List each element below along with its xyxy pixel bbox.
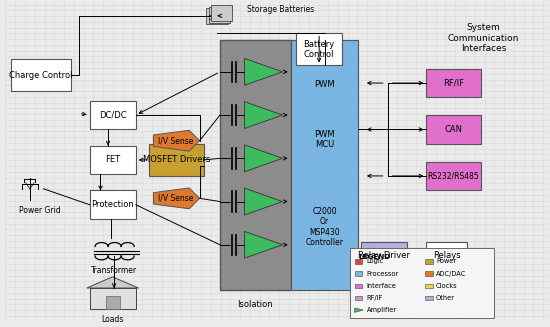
Polygon shape [87, 277, 139, 288]
Text: Transformer: Transformer [91, 266, 137, 275]
Polygon shape [244, 102, 283, 129]
Text: Charge Control: Charge Control [9, 71, 73, 79]
Text: CAN: CAN [444, 125, 463, 134]
Text: DC/DC: DC/DC [99, 111, 127, 120]
FancyBboxPatch shape [90, 288, 136, 309]
FancyBboxPatch shape [206, 8, 228, 24]
Text: RF/IF: RF/IF [443, 78, 464, 88]
FancyBboxPatch shape [208, 7, 230, 23]
Polygon shape [244, 145, 283, 172]
FancyBboxPatch shape [425, 259, 433, 264]
FancyBboxPatch shape [355, 296, 362, 300]
Text: Relays: Relays [433, 251, 460, 261]
FancyBboxPatch shape [296, 33, 342, 65]
Text: FET: FET [105, 155, 120, 164]
FancyBboxPatch shape [90, 146, 136, 174]
FancyBboxPatch shape [355, 284, 362, 288]
FancyBboxPatch shape [425, 271, 433, 276]
Text: Clocks: Clocks [436, 283, 458, 289]
FancyBboxPatch shape [11, 59, 70, 91]
FancyBboxPatch shape [426, 162, 481, 190]
FancyBboxPatch shape [425, 296, 433, 300]
Text: Power: Power [436, 258, 456, 265]
Text: PWM: PWM [314, 80, 335, 89]
Polygon shape [153, 130, 200, 151]
FancyBboxPatch shape [426, 69, 481, 97]
FancyBboxPatch shape [211, 5, 233, 21]
FancyBboxPatch shape [90, 101, 136, 129]
Text: PWM
MCU: PWM MCU [314, 130, 335, 149]
Polygon shape [244, 59, 283, 85]
Text: RS232/RS485: RS232/RS485 [428, 171, 480, 181]
Text: Loads: Loads [101, 315, 124, 324]
FancyBboxPatch shape [426, 242, 467, 270]
Text: Processor: Processor [367, 271, 399, 277]
Text: System
Communication
Interfaces: System Communication Interfaces [448, 23, 519, 53]
Text: Interface: Interface [367, 283, 397, 289]
Text: I/V Sense: I/V Sense [158, 194, 193, 203]
Polygon shape [153, 188, 200, 209]
Polygon shape [244, 231, 283, 258]
FancyBboxPatch shape [90, 190, 136, 219]
Polygon shape [244, 188, 283, 215]
FancyBboxPatch shape [350, 248, 494, 318]
Text: Power Grid: Power Grid [19, 206, 60, 215]
FancyBboxPatch shape [361, 242, 408, 270]
FancyBboxPatch shape [290, 40, 359, 290]
Text: Storage Batteries: Storage Batteries [247, 5, 315, 14]
FancyBboxPatch shape [355, 259, 362, 264]
Text: C2000
Or
MSP430
Controller: C2000 Or MSP430 Controller [306, 207, 344, 247]
FancyBboxPatch shape [106, 296, 119, 309]
FancyBboxPatch shape [426, 115, 481, 144]
Text: Protection: Protection [91, 200, 134, 209]
Text: Logic: Logic [367, 258, 384, 265]
FancyBboxPatch shape [220, 40, 290, 290]
Text: I/V Sense: I/V Sense [158, 136, 193, 145]
Text: Amplifier: Amplifier [367, 307, 397, 313]
FancyBboxPatch shape [425, 284, 433, 288]
Polygon shape [355, 308, 364, 312]
Text: Battery
Control: Battery Control [304, 40, 335, 59]
Text: LEGEND: LEGEND [359, 254, 390, 260]
Text: ADC/DAC: ADC/DAC [436, 271, 466, 277]
Text: RF/IF: RF/IF [367, 295, 383, 301]
Text: Isolation: Isolation [238, 300, 273, 309]
FancyBboxPatch shape [355, 271, 362, 276]
Text: Other: Other [436, 295, 455, 301]
FancyBboxPatch shape [150, 144, 204, 176]
Text: MOSFET Drivers: MOSFET Drivers [143, 155, 210, 164]
Text: Relay Driver: Relay Driver [358, 251, 410, 261]
